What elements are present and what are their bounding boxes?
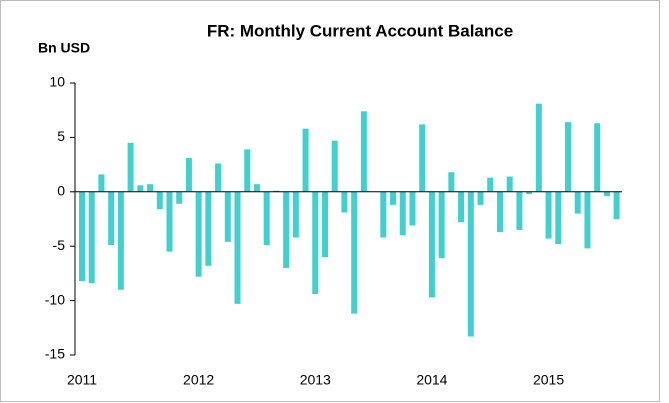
bar — [458, 191, 465, 223]
bar — [176, 191, 183, 204]
bar — [496, 191, 503, 233]
bar — [127, 142, 134, 192]
bar — [390, 191, 397, 205]
y-tick-label: -15 — [45, 346, 65, 362]
bar — [535, 103, 542, 192]
bar — [292, 191, 299, 238]
x-tick-label: 2011 — [67, 372, 97, 388]
bar — [137, 185, 144, 192]
bar — [555, 191, 562, 245]
bar — [613, 191, 620, 219]
bar — [215, 163, 222, 192]
y-tick-label: 0 — [57, 183, 65, 199]
x-tick-label: 2014 — [416, 372, 447, 388]
y-tick-label: 5 — [57, 128, 65, 144]
bar — [448, 172, 455, 192]
bar — [263, 191, 270, 246]
bar — [205, 191, 212, 266]
bar — [156, 191, 163, 210]
bar — [88, 191, 95, 284]
bar — [516, 191, 523, 230]
bar — [487, 177, 494, 192]
bar — [419, 124, 426, 192]
bar — [526, 191, 533, 194]
bar — [565, 122, 571, 192]
bar — [322, 191, 328, 258]
bar — [331, 140, 338, 192]
bar — [108, 191, 115, 246]
bar — [574, 191, 581, 214]
bar — [234, 191, 241, 304]
bar — [545, 191, 552, 239]
bar — [351, 191, 358, 314]
bar — [224, 191, 231, 242]
bar — [477, 191, 484, 205]
bar — [428, 191, 435, 298]
bar — [147, 184, 154, 192]
y-tick-label: -10 — [45, 291, 65, 307]
chart-title: FR: Monthly Current Account Balance — [207, 21, 513, 40]
bar — [341, 191, 348, 213]
x-tick-label: 2015 — [533, 372, 564, 388]
x-tick-label: 2012 — [183, 372, 214, 388]
bar — [603, 191, 610, 197]
bar — [253, 184, 260, 192]
bar — [360, 111, 367, 192]
bar — [380, 191, 387, 238]
bar — [594, 123, 601, 192]
bar — [195, 191, 202, 277]
bar — [506, 176, 513, 192]
bar — [244, 149, 251, 192]
bar — [283, 191, 290, 268]
bar — [584, 191, 591, 249]
bar — [302, 128, 309, 192]
bar — [438, 191, 445, 259]
bar — [409, 191, 416, 226]
bar — [166, 191, 173, 252]
bar — [117, 191, 124, 290]
bar — [273, 190, 280, 192]
bar — [98, 174, 105, 192]
bar — [185, 158, 192, 192]
bar — [467, 191, 474, 337]
y-tick-label: 10 — [49, 74, 65, 90]
bar — [79, 191, 85, 282]
y-axis-label: Bn USD — [38, 40, 90, 56]
bar — [399, 191, 406, 236]
x-tick-label: 2013 — [300, 372, 331, 388]
y-tick-label: -5 — [53, 237, 66, 253]
bar — [312, 191, 319, 295]
